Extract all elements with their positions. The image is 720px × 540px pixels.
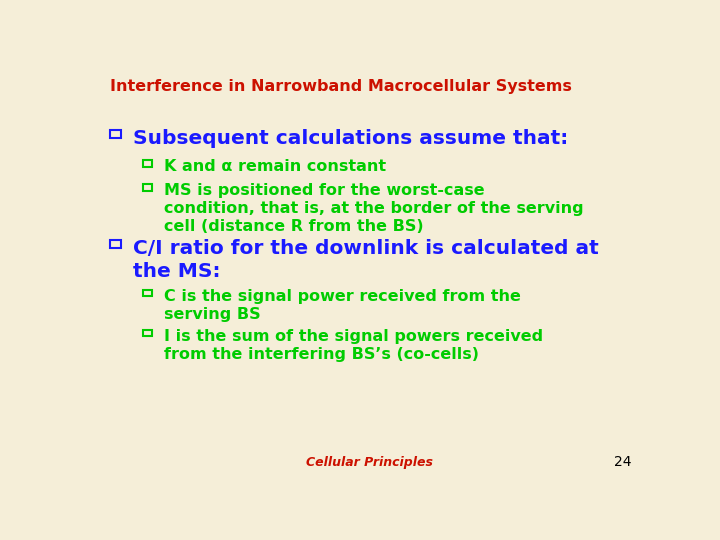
Text: I is the sum of the signal powers received
from the interfering BS’s (co-cells): I is the sum of the signal powers receiv… — [164, 329, 544, 362]
Text: Cellular Principles: Cellular Principles — [305, 456, 433, 469]
Bar — [143, 184, 152, 191]
Bar — [143, 160, 152, 167]
Bar — [109, 130, 121, 138]
Text: 24: 24 — [613, 455, 631, 469]
Bar — [143, 290, 152, 296]
Text: Subsequent calculations assume that:: Subsequent calculations assume that: — [133, 129, 568, 149]
Text: Interference in Narrowband Macrocellular Systems: Interference in Narrowband Macrocellular… — [109, 79, 572, 94]
Bar — [143, 329, 152, 336]
Text: K and α remain constant: K and α remain constant — [164, 159, 387, 174]
Text: MS is positioned for the worst-case
condition, that is, at the border of the ser: MS is positioned for the worst-case cond… — [164, 183, 584, 234]
Bar — [109, 240, 121, 248]
Text: C/I ratio for the downlink is calculated at
the MS:: C/I ratio for the downlink is calculated… — [133, 239, 599, 281]
Text: C is the signal power received from the
serving BS: C is the signal power received from the … — [164, 289, 521, 322]
